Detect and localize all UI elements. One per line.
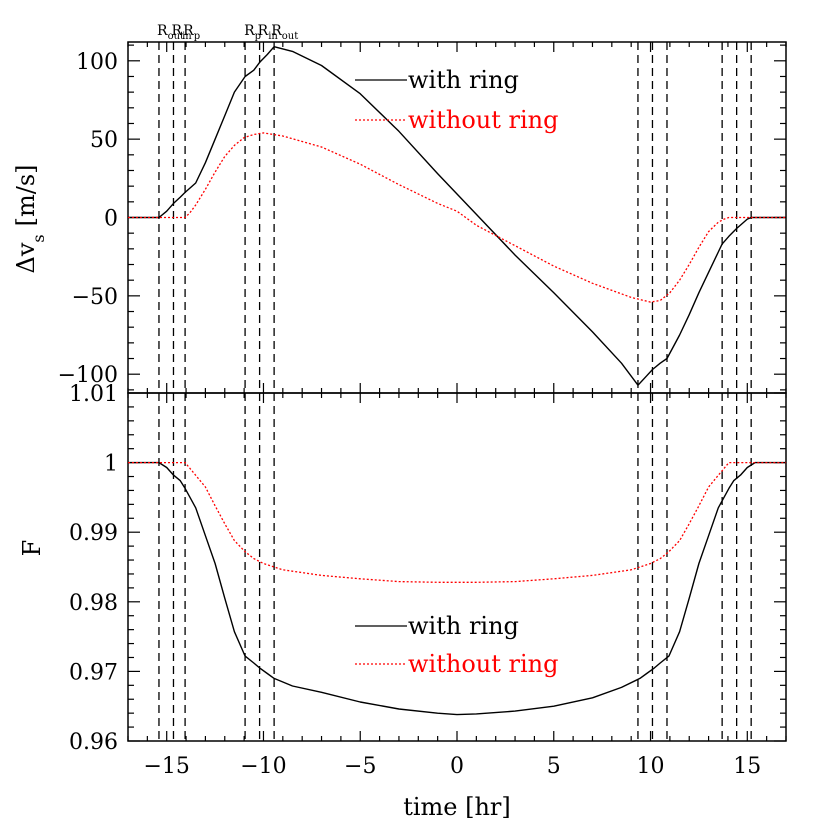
bottom-panel-legend: with ring without ring	[355, 612, 558, 678]
top-y-axis-title: Δvs [m/s]	[12, 165, 48, 274]
top-ylabel-units: [m/s]	[12, 165, 40, 227]
contact-label-letter: R	[271, 23, 282, 39]
bottom-legend-label-0: with ring	[408, 612, 519, 640]
bottom-y-tick-label: 0.96	[69, 730, 118, 755]
contact-label-0: Rout	[157, 23, 184, 42]
bottom-series-with-ring	[128, 461, 786, 716]
bottom-y-tick-label: 0.97	[69, 660, 118, 685]
x-tick-label: 0	[450, 754, 464, 779]
contact-label-subscript: p	[194, 31, 200, 42]
top-y-tick-label: −100	[58, 363, 118, 388]
top-legend-label-1: without ring	[408, 106, 558, 134]
bottom-legend-label-1: without ring	[408, 650, 558, 678]
bottom-series-without-ring	[128, 461, 786, 583]
contact-label-5: Rout	[271, 23, 298, 42]
top-y-tick-label: 0	[104, 207, 118, 232]
contact-label-letter: R	[157, 23, 168, 39]
contact-label-letter: R	[172, 23, 183, 39]
x-tick-label: −15	[143, 754, 189, 779]
contact-label-1: Rin	[172, 23, 193, 42]
contact-label-letter: R	[183, 23, 194, 39]
svg-text:F: F	[18, 540, 46, 557]
contact-label-2: Rp	[183, 23, 200, 42]
contact-label-subscript: out	[282, 31, 298, 42]
bottom-panel-frame	[127, 392, 787, 742]
top-ylabel-symbol: Δv	[12, 242, 40, 273]
contact-label-subscript: in	[182, 31, 192, 42]
svg-text:Δvs[m/s]: Δvs [m/s]	[12, 165, 48, 274]
top-y-tick-label: 50	[90, 128, 118, 153]
top-panel-ticks: 100 50 0 −50 −100	[58, 42, 787, 393]
top-ylabel-subscript: s	[29, 234, 48, 242]
bottom-panel-ticks: −15 −10 −5 0 5 10 15 1.01 1 0.99 0.98 0.97 0.96	[69, 382, 787, 779]
x-axis-title: time [hr]	[403, 793, 511, 821]
bottom-y-tick-label: 0.99	[69, 521, 118, 546]
x-tick-label: 10	[637, 754, 665, 779]
contact-label-letter: R	[244, 23, 255, 39]
bottom-y-tick-label: 1	[104, 452, 118, 477]
top-legend-label-0: with ring	[408, 66, 519, 94]
top-y-tick-label: 100	[76, 50, 118, 75]
x-tick-label: −5	[344, 754, 376, 779]
top-panel-series	[128, 46, 786, 386]
contact-label-subscript: p	[255, 31, 261, 42]
contact-label-subscript: out	[168, 31, 184, 42]
bottom-y-axis-title: F	[18, 540, 46, 557]
contact-label-3: Rp	[244, 23, 261, 42]
top-panel-legend: with ring without ring	[355, 66, 558, 134]
bottom-panel-series	[128, 461, 786, 716]
contact-label-4: Rin	[258, 23, 279, 42]
contact-label-letter: R	[258, 23, 269, 39]
top-panel-frame	[127, 41, 787, 394]
x-tick-label: 5	[547, 754, 561, 779]
x-tick-label: −10	[240, 754, 286, 779]
contact-label-subscript: in	[268, 31, 278, 42]
top-series-without-ring	[128, 132, 786, 303]
bottom-y-tick-label: 0.98	[69, 591, 118, 616]
x-tick-label: 15	[733, 754, 761, 779]
top-y-tick-label: −50	[72, 285, 118, 310]
bottom-y-tick-label: 1.01	[69, 382, 118, 407]
top-series-with-ring	[128, 46, 786, 386]
